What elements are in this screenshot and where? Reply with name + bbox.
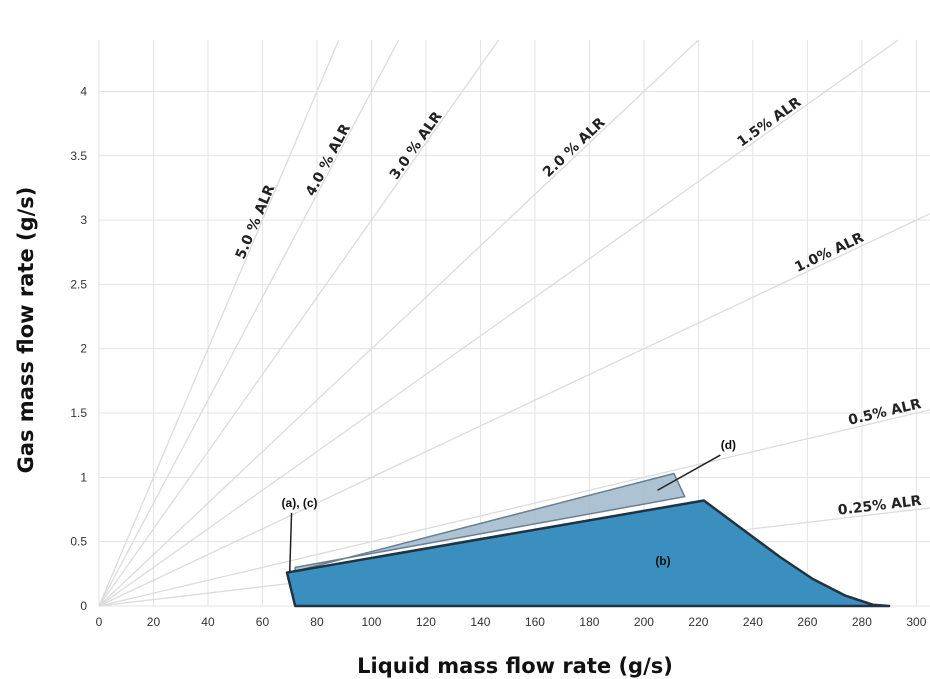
annotation-label: (d) bbox=[721, 438, 736, 452]
x-tick-label: 40 bbox=[201, 615, 215, 629]
region-b bbox=[285, 499, 891, 608]
y-tick-label: 0 bbox=[80, 599, 87, 613]
alr-line bbox=[98, 39, 500, 607]
y-tick-label: 1 bbox=[80, 470, 87, 484]
x-tick-label: 60 bbox=[256, 615, 270, 629]
x-axis-title: Liquid mass flow rate (g/s) bbox=[357, 654, 673, 678]
annotation-leader bbox=[657, 454, 721, 491]
x-tick-label: 300 bbox=[906, 615, 926, 629]
x-tick-label: 160 bbox=[525, 615, 545, 629]
alr-label: 3.0 % ALR bbox=[387, 109, 446, 183]
y-tick-label: 3 bbox=[80, 213, 87, 227]
alr-label: 0.25% ALR bbox=[837, 493, 922, 519]
y-tick-label: 1.5 bbox=[70, 406, 87, 420]
alr-label: 2.0 % ALR bbox=[540, 115, 609, 181]
alr-line bbox=[98, 39, 899, 607]
alr-label: 5.0 % ALR bbox=[233, 182, 279, 261]
alr-label: 0.5% ALR bbox=[847, 396, 923, 429]
annotations: (a), (c) (d) (b) bbox=[282, 438, 736, 573]
y-tick-label: 2.5 bbox=[70, 277, 87, 291]
alr-line bbox=[98, 39, 340, 607]
x-tick-label: 240 bbox=[743, 615, 763, 629]
x-tick-label: 220 bbox=[688, 615, 708, 629]
alr-line bbox=[98, 409, 930, 607]
x-tick-label: 260 bbox=[797, 615, 817, 629]
x-tick-label: 120 bbox=[416, 615, 436, 629]
operating-regions bbox=[285, 472, 891, 608]
annotation-leader bbox=[288, 512, 293, 573]
annotation-label: (a), (c) bbox=[282, 496, 318, 510]
x-tick-label: 140 bbox=[470, 615, 490, 629]
alr-label: 1.0% ALR bbox=[792, 230, 866, 276]
alr-label: 4.0 % ALR bbox=[303, 121, 354, 199]
y-tick-label: 2 bbox=[80, 342, 87, 356]
x-tick-label: 80 bbox=[310, 615, 324, 629]
tick-labels: 0 20 40 60 80 100 120 140 160 180 200 220 240 260 280 3… bbox=[70, 84, 926, 629]
annotation-label: (b) bbox=[655, 554, 670, 568]
x-tick-label: 180 bbox=[579, 615, 599, 629]
alr-label: 1.5% ALR bbox=[734, 94, 804, 150]
y-tick-label: 4 bbox=[80, 84, 87, 98]
alr-line bbox=[98, 39, 400, 607]
x-tick-label: 280 bbox=[852, 615, 872, 629]
x-tick-label: 20 bbox=[147, 615, 161, 629]
x-tick-label: 0 bbox=[96, 615, 103, 629]
x-tick-label: 200 bbox=[634, 615, 654, 629]
y-axis-title: Gas mass flow rate (g/s) bbox=[14, 187, 38, 474]
y-tick-label: 3.5 bbox=[70, 149, 87, 163]
alr-line bbox=[98, 39, 699, 607]
y-tick-label: 0.5 bbox=[70, 535, 87, 549]
alr-line bbox=[98, 213, 930, 607]
region-d bbox=[294, 472, 686, 573]
x-tick-label: 100 bbox=[361, 615, 381, 629]
